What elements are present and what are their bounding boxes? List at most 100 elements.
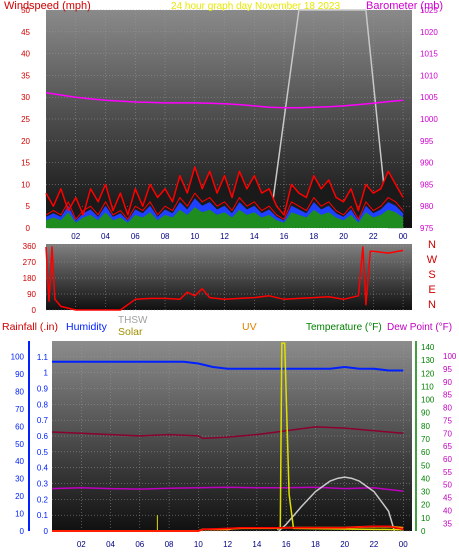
temperature-y-tick: 120: [421, 369, 435, 378]
wind-y-tick: 25: [21, 115, 30, 124]
rain-line: [52, 525, 404, 532]
rain-y-tick: 0: [44, 527, 49, 536]
wind-x-tick: 08: [161, 232, 170, 241]
barometer-y-tick: 995: [420, 137, 434, 146]
wind-x-tick: 14: [250, 232, 259, 241]
humidity-label: Humidity: [66, 321, 108, 333]
solar-line: [278, 476, 396, 532]
wind-x-tick: 04: [101, 232, 110, 241]
dew-point-y-tick: 75: [443, 416, 452, 425]
rain-y-tick: 0.7: [37, 416, 49, 425]
dew-point-y-tick: 50: [443, 481, 452, 490]
temperature-y-tick: 30: [421, 488, 430, 497]
barometer-y-tick: 1005: [420, 93, 438, 102]
barometer-y-tick: 1025: [420, 6, 438, 15]
humidity-line: [52, 360, 404, 372]
temperature-y-tick: 100: [421, 396, 435, 405]
wind-y-tick: 45: [21, 28, 30, 37]
dew-point-y-tick: 65: [443, 442, 452, 451]
dew-point-y-tick: 95: [443, 365, 452, 374]
humidity-y-tick: 100: [11, 353, 25, 362]
gust-line: [45, 166, 404, 216]
humidity-y-tick: 60: [15, 422, 24, 431]
direction-compass-label: N: [428, 239, 436, 251]
temperature-y-tick: 0: [421, 527, 426, 536]
wind-y-tick: 0: [26, 224, 31, 233]
barometer-line: [45, 92, 404, 109]
wind-y-tick: 30: [21, 93, 30, 102]
barometer-y-tick: 1000: [420, 115, 438, 124]
barometer-y-tick: 1020: [420, 28, 438, 37]
climate-x-tick: 10: [194, 540, 203, 549]
humidity-y-tick: 0: [20, 527, 25, 536]
barometer-y-tick: 1010: [420, 71, 438, 80]
climate-x-tick: 14: [252, 540, 261, 549]
temperature-y-tick: 40: [421, 474, 430, 483]
rain-y-tick: 0.8: [37, 400, 49, 409]
wind-x-tick: 22: [369, 232, 378, 241]
wind-y-tick: 10: [21, 180, 30, 189]
thsw-label: THSW: [118, 315, 148, 326]
temperature-y-tick: 60: [421, 448, 430, 457]
dew-point-line: [51, 486, 404, 492]
rain-y-tick: 0.9: [37, 385, 49, 394]
climate-x-tick: 12: [223, 540, 232, 549]
barometer-y-tick: 1015: [420, 50, 438, 59]
wind-x-tick: 20: [339, 232, 348, 241]
direction-plot-area: [46, 244, 412, 310]
barometer-y-tick: 990: [420, 159, 434, 168]
climate-series: [51, 342, 404, 532]
temperature-y-tick: 90: [421, 409, 430, 418]
climate-x-tick: 08: [165, 540, 174, 549]
rainfall-label: Rainfall (.in): [2, 321, 58, 333]
wind-tick-labels: 0510152025303540455097598098599099510001…: [21, 6, 438, 241]
wind-gridlines: [46, 9, 412, 229]
dew-point-y-tick: 35: [443, 519, 452, 528]
temperature-y-tick: 110: [421, 382, 434, 391]
solar-label: Solar: [118, 326, 143, 338]
rain-y-tick: 0.4: [37, 464, 49, 473]
wind-x-tick: 16: [280, 232, 289, 241]
direction-line: [45, 246, 404, 311]
climate-x-tick: 04: [106, 540, 115, 549]
wind-x-tick: 06: [131, 232, 140, 241]
dew-point-y-tick: 90: [443, 378, 452, 387]
climate-gridlines: [52, 341, 412, 532]
dew-point-y-tick: 70: [443, 429, 452, 438]
direction-compass-label: W: [427, 254, 438, 266]
dew-point-label: Dew Point (°F): [387, 322, 452, 333]
chart-title: 24 hour graph day November 18 2023: [171, 1, 340, 12]
rain-y-tick: 1.1: [37, 353, 49, 362]
humidity-y-tick: 10: [15, 510, 24, 519]
climate-x-tick: 00: [399, 540, 408, 549]
barometer-y-tick: 975: [420, 224, 434, 233]
wind-barometer-panel: 0510152025303540455097598098599099510001…: [4, 0, 443, 241]
dew-point-y-tick: 85: [443, 391, 452, 400]
wind-y-tick: 5: [26, 202, 31, 211]
direction-y-tick: 0: [32, 306, 37, 315]
temperature-y-tick: 70: [421, 435, 430, 444]
barometer-y-tick: 980: [420, 202, 434, 211]
dew-point-y-tick: 80: [443, 404, 452, 413]
climate-x-tick: 20: [340, 540, 349, 549]
barometer-axis-title: Barometer (mb): [366, 0, 443, 12]
temperature-line: [51, 426, 404, 440]
direction-y-tick: 270: [23, 258, 37, 267]
wind-area-green: [46, 207, 404, 228]
wind-y-tick: 50: [21, 6, 30, 15]
humidity-y-tick: 20: [15, 492, 24, 501]
temperature-y-tick: 140: [421, 343, 435, 352]
rain-y-tick: 0.6: [37, 432, 49, 441]
direction-y-tick: 180: [23, 274, 37, 283]
wind-x-tick: 12: [220, 232, 229, 241]
rain-y-tick: 0.5: [37, 448, 49, 457]
rain-y-tick: 0.3: [37, 480, 49, 489]
direction-y-tick: 360: [23, 242, 37, 251]
temperature-y-tick: 10: [421, 514, 430, 523]
humidity-y-tick: 70: [15, 405, 24, 414]
climate-x-tick: 16: [282, 540, 291, 549]
wind-x-tick: 02: [71, 232, 80, 241]
